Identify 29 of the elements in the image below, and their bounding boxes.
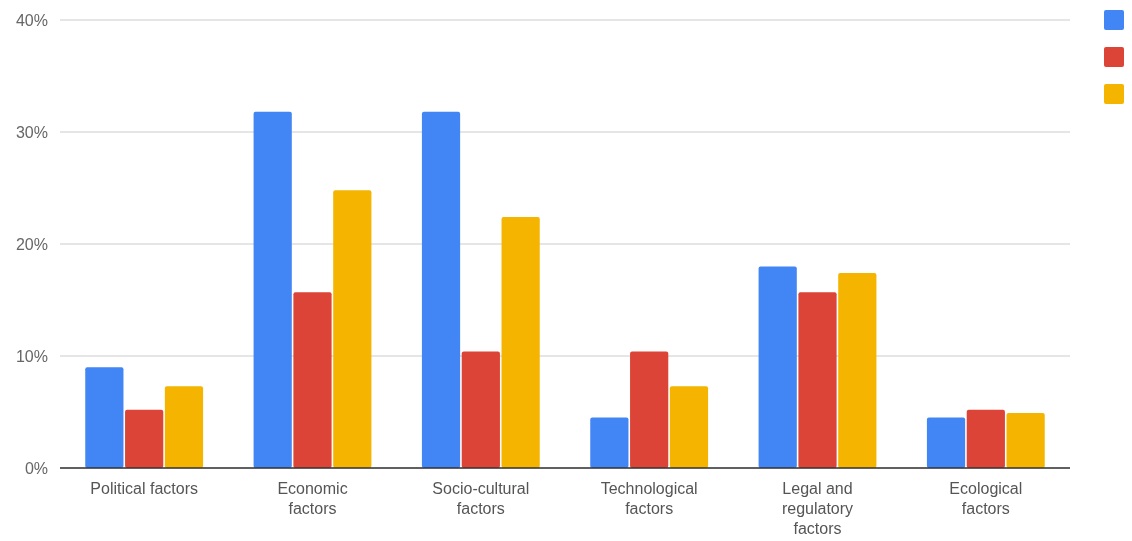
bar [838,273,877,468]
bar [253,111,292,468]
bar [630,351,669,468]
x-tick-label: Ecological factors [949,480,1023,517]
bar [85,367,124,468]
bar [669,386,709,468]
bar [461,351,500,468]
x-tick-label: Legal and regulatory factors [781,480,854,537]
bar [421,111,461,468]
x-tick-label: Technological factors [600,480,698,517]
bar [926,417,966,468]
bar [501,217,540,468]
bar [1006,413,1045,468]
bar [758,266,797,468]
y-tick-label: 0% [24,459,48,477]
bar [966,409,1005,468]
bar [333,190,372,468]
bar [125,409,164,468]
bar [798,292,837,468]
bar [293,292,332,468]
x-tick-label: Economic factors [277,480,348,517]
x-tick-label: Political factors [90,480,198,497]
bar [164,386,204,468]
y-tick-label: 40% [15,11,48,29]
x-tick-label: Socio-cultural factors [432,480,530,517]
y-tick-label: 30% [15,123,48,141]
y-tick-label: 10% [15,347,48,365]
y-tick-label: 20% [15,235,48,253]
bar [590,417,629,468]
